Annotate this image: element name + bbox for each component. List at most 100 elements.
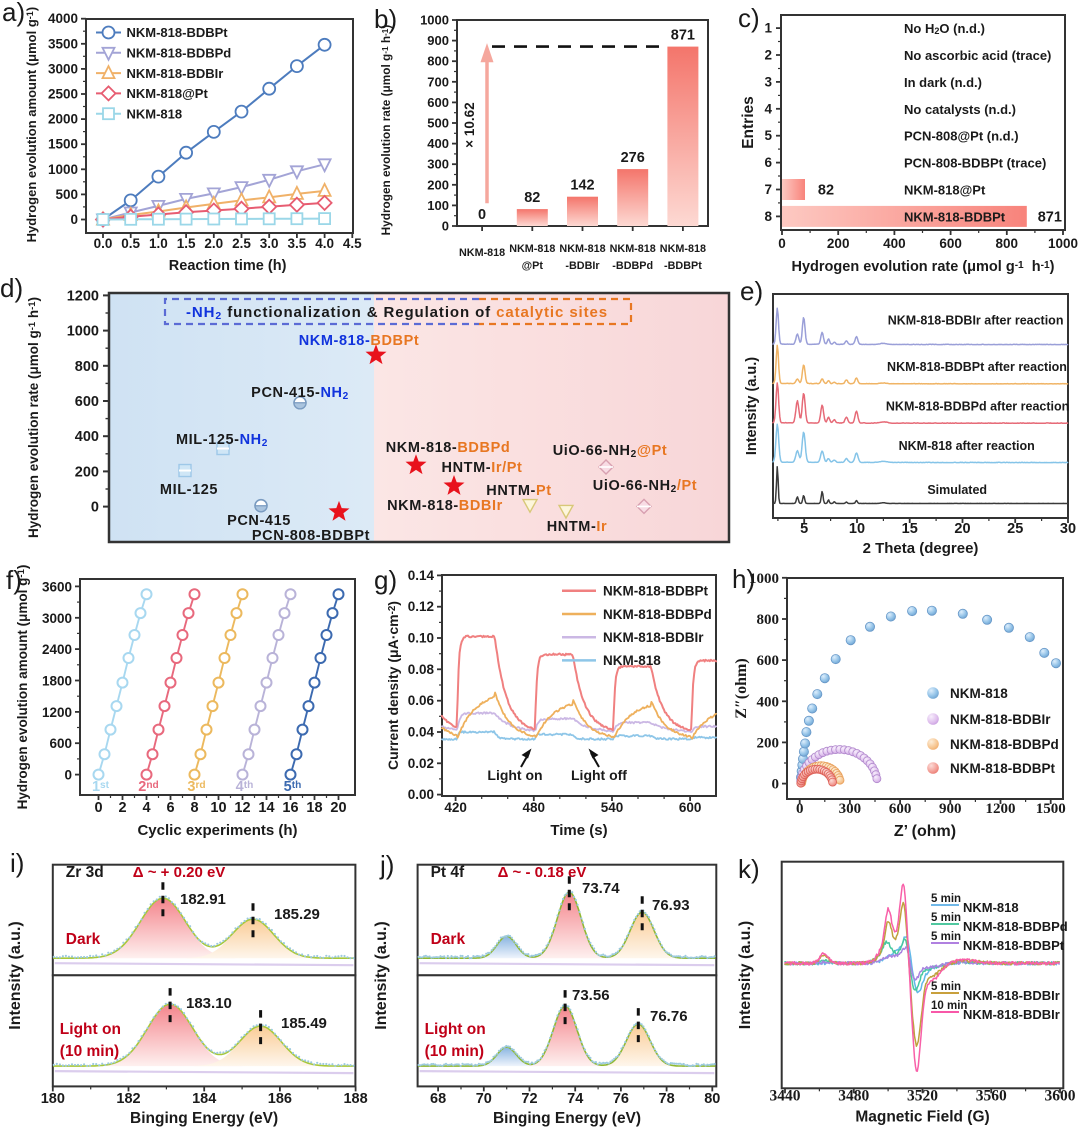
svg-text:600: 600 [679, 800, 702, 815]
svg-text:1000: 1000 [1048, 236, 1078, 251]
svg-text:3.0: 3.0 [260, 236, 279, 251]
svg-text:3000: 3000 [48, 61, 78, 76]
svg-text:73.56: 73.56 [572, 987, 610, 1004]
svg-text:400: 400 [883, 236, 906, 251]
svg-text:0.0: 0.0 [94, 236, 113, 251]
svg-text:5 min: 5 min [931, 931, 961, 943]
svg-text:5: 5 [764, 128, 772, 143]
svg-text:Light off: Light off [571, 767, 627, 783]
svg-text:10: 10 [210, 800, 226, 816]
svg-text:0.02: 0.02 [408, 756, 434, 771]
svg-text:NKM-818-BDBPd: NKM-818-BDBPd [127, 46, 232, 61]
svg-text:540: 540 [601, 800, 624, 815]
svg-text:Zr 3d: Zr 3d [66, 864, 104, 881]
svg-text:5 min: 5 min [931, 893, 961, 905]
svg-text:@Pt: @Pt [522, 260, 544, 272]
svg-text:0.5: 0.5 [121, 236, 140, 251]
svg-text:NKM-818@Pt: NKM-818@Pt [904, 183, 986, 198]
svg-text:PCN-808-BDBPt (trace): PCN-808-BDBPt (trace) [904, 156, 1046, 171]
svg-text:(10 min): (10 min) [425, 1043, 484, 1060]
svg-text:NKM-818-BDBPd: NKM-818-BDBPd [603, 607, 712, 622]
svg-text:186: 186 [268, 1091, 292, 1107]
svg-text:NKM-818: NKM-818 [509, 243, 555, 255]
svg-text:d): d) [0, 273, 23, 303]
svg-text:3480: 3480 [838, 1088, 869, 1105]
svg-text:0.04: 0.04 [408, 725, 435, 740]
svg-text:Current density (μA·cm-2): Current density (μA·cm-2) [385, 601, 401, 770]
svg-text:0: 0 [70, 212, 78, 227]
svg-text:NKM-818-BDBPd after reaction: NKM-818-BDBPd after reaction [886, 400, 1069, 414]
svg-text:76: 76 [613, 1091, 629, 1107]
svg-text:Dark: Dark [66, 931, 101, 948]
svg-text:142: 142 [570, 178, 594, 194]
svg-text:185.29: 185.29 [274, 906, 320, 923]
svg-text:183.10: 183.10 [186, 995, 232, 1012]
svg-text:NKM-818-BDBIr: NKM-818-BDBIr [127, 66, 224, 81]
svg-text:500: 500 [55, 187, 78, 202]
svg-text:6: 6 [764, 155, 772, 170]
svg-text:Intensity (a.u.): Intensity (a.u.) [737, 921, 754, 1029]
svg-text:0.08: 0.08 [408, 662, 435, 677]
svg-text:Reaction time (h): Reaction time (h) [169, 258, 287, 274]
svg-text:1500: 1500 [1036, 801, 1066, 817]
svg-text:NKM-818: NKM-818 [950, 686, 1008, 701]
svg-text:1000: 1000 [48, 162, 78, 177]
svg-text:b): b) [374, 4, 397, 34]
svg-text:18: 18 [306, 800, 322, 816]
svg-text:3.5: 3.5 [288, 236, 307, 251]
svg-text:5 min: 5 min [931, 912, 961, 924]
svg-text:NKM-818 after reaction: NKM-818 after reaction [899, 439, 1035, 453]
svg-text:2: 2 [764, 48, 772, 63]
svg-text:6: 6 [166, 800, 174, 816]
svg-text:871: 871 [1038, 209, 1062, 225]
svg-text:Entries: Entries [740, 96, 757, 149]
svg-text:NKM-818: NKM-818 [963, 900, 1019, 915]
svg-text:MIL-125-NH2: MIL-125-NH2 [176, 432, 268, 449]
svg-text:1: 1 [764, 21, 772, 36]
svg-text:20: 20 [330, 800, 346, 816]
svg-text:NKM-818-BDBIr: NKM-818-BDBIr [963, 1007, 1060, 1022]
svg-text:3000: 3000 [42, 611, 72, 626]
svg-text:200: 200 [827, 236, 850, 251]
svg-text:180: 180 [41, 1091, 65, 1107]
svg-text:NKM-818: NKM-818 [559, 243, 605, 255]
svg-text:Simulated: Simulated [927, 483, 987, 497]
svg-text:300: 300 [839, 801, 862, 817]
svg-text:Z’ (ohm): Z’ (ohm) [894, 823, 956, 840]
svg-text:NKM-818-BDBPd: NKM-818-BDBPd [386, 440, 511, 456]
svg-text:Dark: Dark [431, 931, 466, 948]
svg-text:3600: 3600 [1045, 1088, 1076, 1105]
svg-text:800: 800 [75, 359, 99, 375]
svg-text:3520: 3520 [907, 1088, 938, 1105]
svg-text:5: 5 [800, 521, 808, 537]
svg-text:No H2O (n.d.): No H2O (n.d.) [904, 21, 985, 36]
svg-text:188: 188 [343, 1091, 367, 1107]
svg-text:Intensity (a.u.): Intensity (a.u.) [7, 921, 24, 1029]
svg-text:1000: 1000 [420, 13, 449, 28]
svg-text:185.49: 185.49 [281, 1015, 327, 1032]
svg-text:420: 420 [444, 800, 467, 815]
svg-text:100: 100 [427, 198, 449, 213]
svg-text:-BDBPt: -BDBPt [664, 260, 702, 272]
svg-text:12: 12 [234, 800, 250, 816]
svg-text:Intensity (a.u.): Intensity (a.u.) [744, 357, 760, 455]
svg-text:0: 0 [94, 800, 102, 816]
svg-text:1000: 1000 [67, 324, 99, 340]
svg-text:Δ ~ + 0.20 eV: Δ ~ + 0.20 eV [133, 864, 226, 881]
svg-text:0: 0 [478, 207, 486, 223]
svg-text:1200: 1200 [42, 705, 72, 720]
svg-text:76.93: 76.93 [652, 897, 690, 914]
svg-text:NKM-818-BDBIr: NKM-818-BDBIr [387, 498, 503, 514]
svg-text:Hydrogen evolution rate (μmol: Hydrogen evolution rate (μmol g-1 h-1) [26, 297, 41, 538]
svg-text:1.5: 1.5 [177, 236, 196, 251]
svg-text:2: 2 [118, 800, 126, 816]
svg-text:NKM-818-BDBPt: NKM-818-BDBPt [904, 209, 1006, 224]
svg-text:30: 30 [1060, 521, 1076, 537]
svg-text:NKM-818: NKM-818 [660, 243, 706, 255]
svg-text:4: 4 [142, 800, 150, 816]
svg-text:Z″(ohm): Z″(ohm) [733, 658, 750, 718]
svg-text:276: 276 [621, 150, 645, 166]
svg-text:NKM-818-BDBPt: NKM-818-BDBPt [127, 25, 229, 40]
svg-text:1800: 1800 [42, 674, 72, 689]
svg-text:500: 500 [427, 116, 449, 131]
